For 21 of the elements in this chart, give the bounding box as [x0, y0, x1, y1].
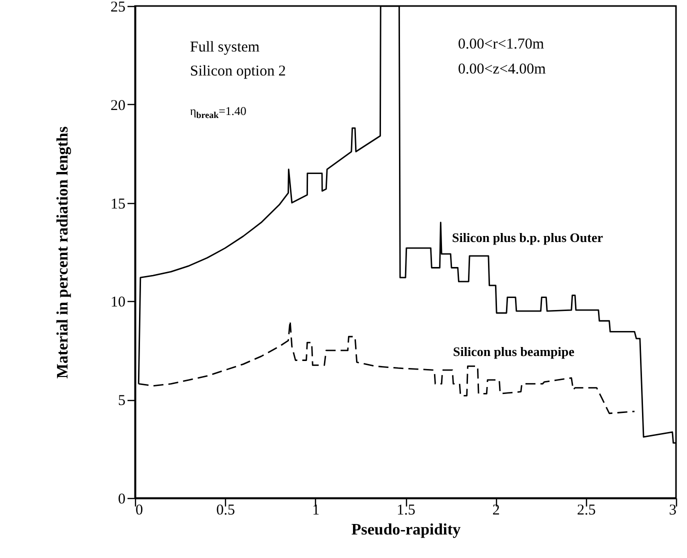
annotation: Full system — [190, 40, 260, 56]
x-tick-label: 2 — [492, 502, 500, 518]
y-tick-label: 0 — [118, 492, 126, 508]
x-tick-label: 0 — [136, 502, 143, 518]
y-axis-title: Material in percent radiation lengths — [54, 126, 72, 379]
x-tick-label: 0.5 — [216, 502, 236, 518]
y-tick-label: 25 — [110, 0, 126, 16]
annotation: Silicon option 2 — [190, 64, 286, 80]
y-tick-label: 5 — [118, 393, 126, 410]
annotation: 0.00<r<1.70m — [458, 36, 544, 54]
annotation: η$_{break}$=1.40 — [190, 104, 246, 120]
series-label: Silicon plus beampipe — [453, 344, 574, 360]
annotation: 0.00<z<4.00m — [458, 62, 546, 78]
series-label: Silicon plus b.p. plus Outer — [452, 230, 603, 246]
y-tick-label: 10 — [110, 294, 126, 311]
x-tick-label: 3 — [669, 502, 676, 518]
y-tick-label: 20 — [110, 98, 126, 114]
x-tick-label: 2.5 — [576, 502, 596, 518]
x-axis-title: Pseudo-rapidity — [351, 522, 461, 538]
y-tick-label: 15 — [110, 196, 126, 212]
x-tick-label: 1.5 — [396, 502, 416, 518]
